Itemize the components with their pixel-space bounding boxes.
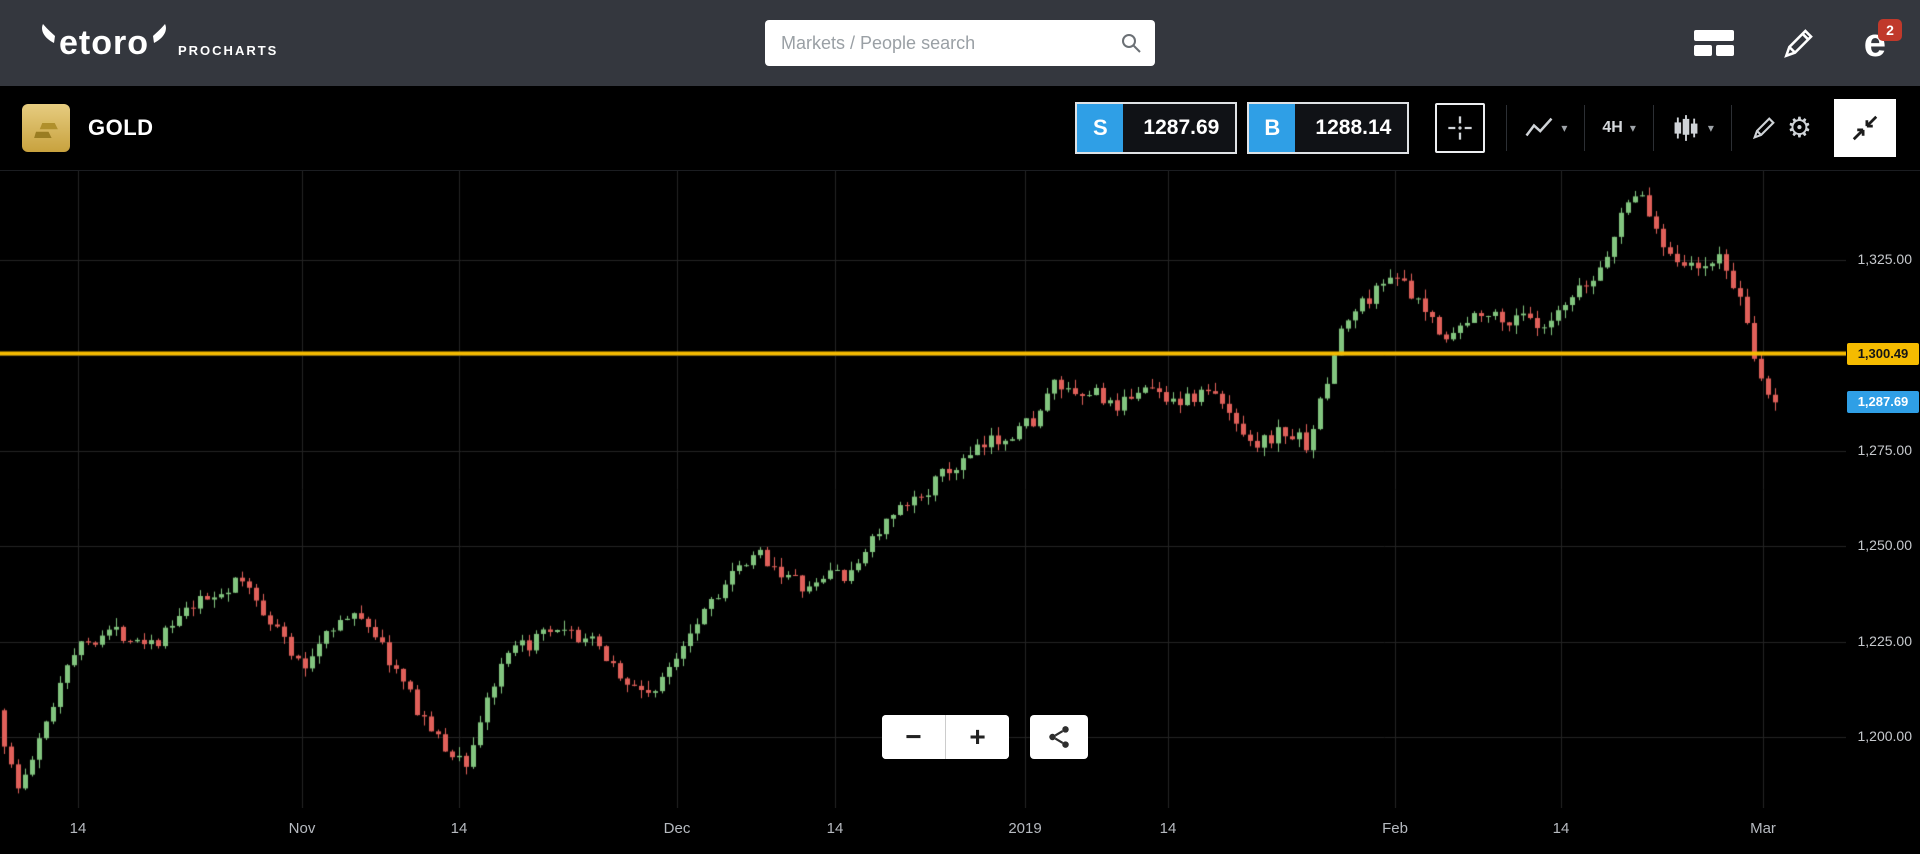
buy-button[interactable]: B 1288.14 — [1247, 102, 1410, 154]
gold-instrument-icon — [22, 104, 70, 152]
crosshair-button[interactable] — [1435, 103, 1486, 153]
chevron-down-icon: ▾ — [1629, 121, 1636, 135]
pencil-icon — [1783, 29, 1813, 58]
etoro-logo[interactable]: etoro PROCHARTS — [40, 24, 278, 63]
chevron-down-icon: ▾ — [1561, 121, 1568, 135]
sell-button[interactable]: S 1287.69 — [1075, 102, 1238, 154]
instrument-title: GOLD — [88, 115, 154, 140]
buy-letter: B — [1249, 104, 1296, 152]
draw-mode-button[interactable] — [1782, 26, 1816, 60]
zoom-controls: − + — [882, 715, 1088, 759]
zoom-out-button[interactable]: − — [882, 715, 945, 759]
gear-icon: ⚙ — [1786, 112, 1812, 143]
zoom-in-button[interactable]: + — [946, 715, 1009, 759]
chevron-down-icon: ▾ — [1707, 121, 1714, 135]
share-button[interactable] — [1030, 715, 1088, 759]
buy-price: 1288.14 — [1315, 116, 1392, 139]
x-axis-label: 2019 — [1008, 820, 1042, 837]
bull-horn-left-icon — [42, 24, 55, 43]
toolbar-divider — [1652, 105, 1654, 151]
search-bar[interactable] — [765, 20, 1155, 66]
line-chart-icon — [1525, 117, 1553, 137]
chart-plot[interactable]: 14 Nov 14 Dec 14 2019 14 Feb 14 Mar − + — [0, 171, 1846, 854]
x-axis-label: 14 — [1552, 820, 1570, 837]
price-axis-label: 1,250.00 — [1857, 537, 1913, 554]
chart-area: 14 Nov 14 Dec 14 2019 14 Feb 14 Mar − + 1,325.00 1… — [0, 171, 1920, 854]
x-axis-label: 14 — [1159, 820, 1177, 837]
notification-badge[interactable]: 2 — [1878, 19, 1902, 41]
x-axis-label: Mar — [1750, 820, 1776, 837]
brand-name: etoro — [59, 23, 149, 62]
x-axis-label: 14 — [69, 820, 87, 837]
x-axis-label: 14 — [450, 820, 468, 837]
instrument-header: GOLD — [22, 104, 154, 152]
drawing-tools-button[interactable] — [1745, 114, 1783, 142]
settings-button[interactable]: ⚙ — [1783, 114, 1816, 142]
price-axis-label: 1,200.00 — [1857, 727, 1913, 744]
candlestick-chart[interactable] — [0, 171, 1846, 808]
layout-button[interactable] — [1693, 30, 1734, 56]
timeframe-button[interactable]: 4H ▾ — [1598, 119, 1639, 137]
chart-toolbar: GOLD S 1287.69 B 1288.14 ▾ 4H ▾ ▾ — [0, 86, 1920, 171]
account-menu-button[interactable]: e 2 — [1864, 19, 1902, 63]
zoom-button-group: − + — [882, 715, 1009, 759]
sell-letter: S — [1077, 104, 1124, 152]
price-axis-label: 1,325.00 — [1857, 250, 1913, 267]
crosshair-icon — [1448, 116, 1473, 140]
toolbar-divider — [1506, 105, 1508, 151]
bull-horn-right-icon — [153, 24, 166, 43]
search-input[interactable] — [765, 20, 1155, 66]
x-axis[interactable]: 14 Nov 14 Dec 14 2019 14 Feb 14 Mar — [0, 808, 1846, 854]
timeframe-label: 4H — [1602, 119, 1623, 136]
search-icon[interactable] — [1119, 31, 1143, 55]
collapse-icon — [1852, 115, 1878, 141]
layout-grid-icon — [1693, 30, 1734, 56]
toolbar-divider — [1584, 105, 1586, 151]
price-axis-label: 1,225.00 — [1857, 632, 1913, 649]
x-axis-label: Dec — [663, 820, 691, 837]
indicators-button[interactable]: ▾ — [1667, 114, 1718, 142]
collapse-chart-button[interactable] — [1834, 99, 1896, 157]
sell-price: 1287.69 — [1143, 116, 1220, 139]
zoom-divider — [945, 715, 946, 759]
chart-type-button[interactable]: ▾ — [1520, 115, 1571, 141]
price-axis[interactable]: 1,325.00 1,275.00 1,250.00 1,225.00 1,200.00… — [1846, 171, 1920, 854]
last-price-tag: 1,287.69 — [1847, 391, 1919, 414]
toolbar-divider — [1730, 105, 1732, 151]
x-axis-label: 14 — [826, 820, 844, 837]
marker-icon — [1752, 117, 1775, 140]
x-axis-label: Nov — [288, 820, 316, 837]
candlesticks-icon — [1674, 115, 1698, 141]
share-icon — [1049, 726, 1069, 748]
header-actions: e 2 — [1693, 0, 1902, 86]
x-axis-label: Feb — [1382, 820, 1408, 837]
top-bar: etoro PROCHARTS e 2 — [0, 0, 1920, 86]
price-axis-label: 1,275.00 — [1857, 441, 1913, 458]
toolbar-controls: S 1287.69 B 1288.14 ▾ 4H ▾ ▾ — [1075, 99, 1896, 157]
procharts-label: PROCHARTS — [178, 42, 279, 58]
level-line-price-tag[interactable]: 1,300.49 — [1847, 342, 1919, 365]
